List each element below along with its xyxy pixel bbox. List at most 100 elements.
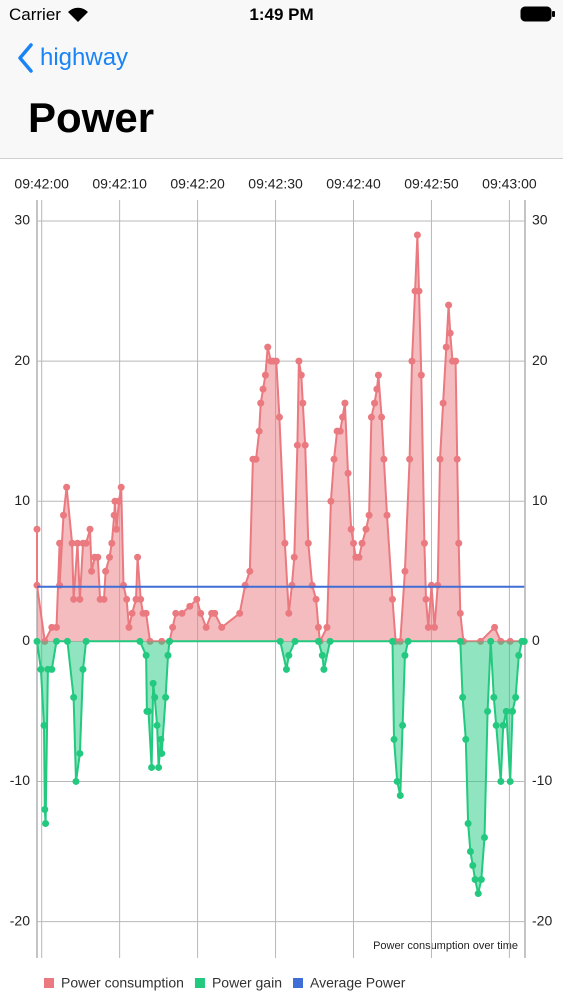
point (128, 609, 136, 617)
y2-tick-label: -20 (532, 912, 552, 928)
point (471, 876, 479, 884)
point (367, 413, 375, 421)
point (383, 511, 391, 519)
point (380, 455, 388, 463)
back-button[interactable]: highway (40, 44, 129, 71)
point (72, 777, 80, 785)
x-tick-label: 09:42:50 (404, 176, 459, 192)
point (291, 637, 299, 645)
point (255, 427, 263, 435)
point (497, 777, 505, 785)
point (492, 721, 500, 729)
point (371, 399, 379, 407)
point (474, 890, 482, 898)
point (431, 623, 439, 631)
point (434, 581, 442, 589)
point (445, 301, 453, 309)
point (373, 385, 381, 393)
point (506, 777, 514, 785)
point (202, 623, 210, 631)
point (40, 721, 48, 729)
point (158, 749, 166, 757)
point (120, 581, 128, 589)
point (82, 539, 90, 547)
point (484, 707, 492, 715)
point (469, 862, 477, 870)
y-tick-label: -10 (10, 772, 30, 788)
page-title: Power (28, 94, 155, 141)
chart: Power consumption over time 09:42:00 09:4… (10, 176, 553, 991)
point (162, 693, 170, 701)
point (314, 637, 322, 645)
point (320, 665, 328, 673)
point (339, 413, 347, 421)
point (252, 455, 260, 463)
point (512, 693, 520, 701)
point (326, 637, 334, 645)
point (155, 763, 163, 771)
point (297, 371, 305, 379)
point (115, 497, 123, 505)
point (491, 623, 499, 631)
point (172, 609, 180, 617)
point (464, 819, 472, 827)
point (74, 539, 82, 547)
point (261, 371, 269, 379)
point (136, 637, 144, 645)
point (299, 399, 307, 407)
point (477, 876, 485, 884)
point (218, 623, 226, 631)
chart-description: Power consumption over time (373, 940, 518, 952)
point (404, 637, 412, 645)
point (149, 679, 157, 687)
point (282, 665, 290, 673)
point (295, 357, 303, 365)
point (157, 735, 165, 743)
point (499, 721, 507, 729)
point (70, 595, 78, 603)
point (312, 595, 320, 603)
x-tick-label: 09:42:20 (170, 176, 225, 192)
point (246, 567, 254, 575)
line (36, 640, 525, 894)
point (347, 525, 355, 533)
point (108, 539, 116, 547)
point (349, 539, 357, 547)
point (94, 553, 102, 561)
point (285, 651, 293, 659)
point (86, 525, 94, 533)
point (314, 623, 322, 631)
point (275, 413, 283, 421)
point (396, 791, 404, 799)
point (365, 511, 373, 519)
point (63, 483, 71, 491)
point (408, 357, 416, 365)
y-tick-label: 20 (14, 352, 30, 368)
point (466, 848, 474, 856)
point (399, 721, 407, 729)
point (169, 623, 177, 631)
point (453, 455, 461, 463)
point (502, 707, 510, 715)
point (285, 609, 293, 617)
point (406, 455, 414, 463)
x-tick-label: 09:42:00 (14, 176, 69, 192)
point (52, 623, 60, 631)
point (401, 567, 409, 575)
legend-swatch (293, 978, 303, 988)
y2-tick-label: 0 (532, 632, 540, 648)
point (318, 651, 326, 659)
point (393, 777, 401, 785)
area (37, 641, 525, 894)
point (388, 637, 396, 645)
point (327, 497, 335, 505)
point (515, 651, 523, 659)
point (446, 329, 454, 337)
back-chevron[interactable] (16, 43, 36, 73)
legend-label: Power gain (212, 975, 282, 991)
point (388, 595, 396, 603)
point (63, 637, 71, 645)
point (102, 567, 110, 575)
point (117, 483, 125, 491)
